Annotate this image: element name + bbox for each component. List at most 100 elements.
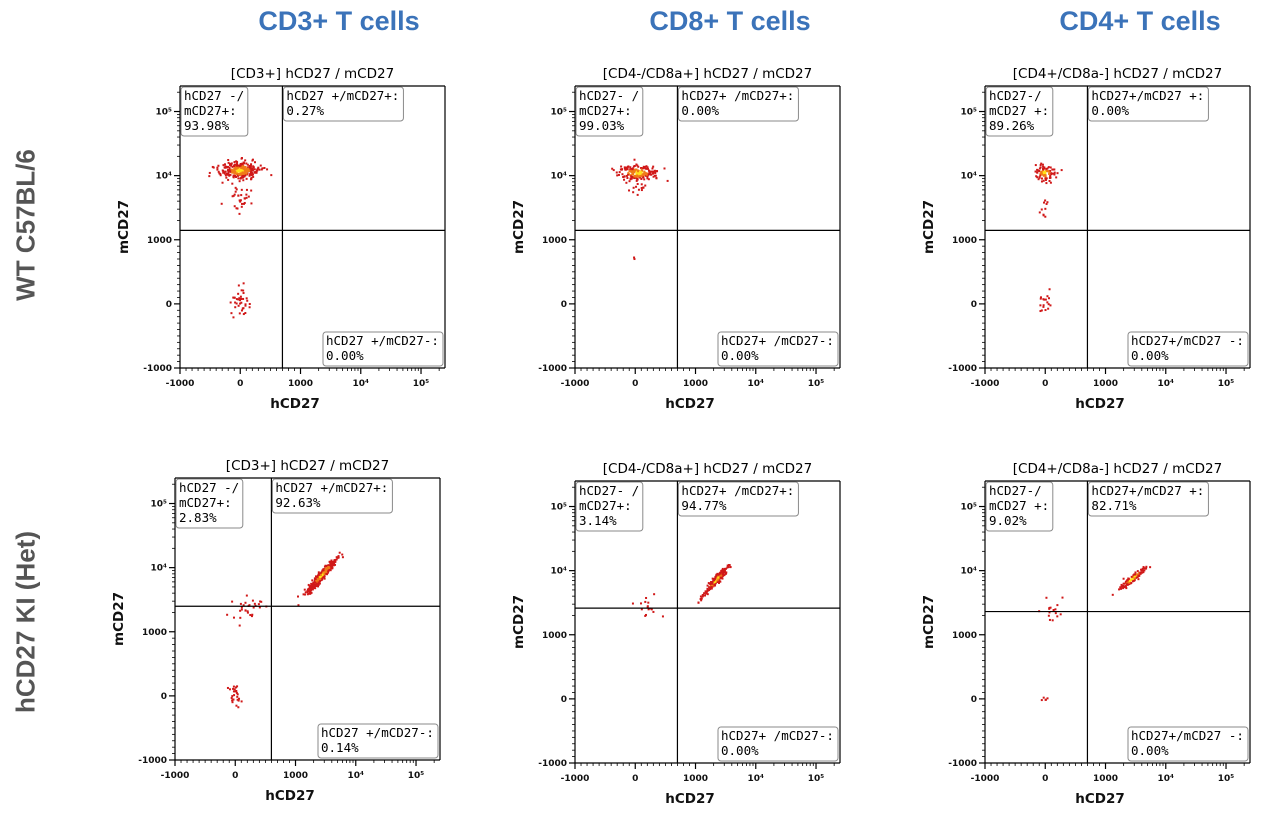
plot-svg: [CD3+] hCD27 / mCD27 -1000 -1000 0 0 1000 1000… — [116, 66, 446, 412]
event-dot — [223, 171, 226, 174]
y-tick-label: 10⁴ — [961, 567, 978, 577]
event-dot — [723, 574, 726, 577]
event-dot — [240, 301, 243, 304]
event-dot — [1044, 215, 1047, 218]
event-dot — [314, 581, 317, 584]
event-dot — [1047, 614, 1050, 617]
event-dot — [237, 298, 240, 301]
event-dot — [316, 582, 319, 585]
event-dot — [241, 163, 244, 166]
event-dot — [232, 174, 235, 177]
quadrant-value: 0.00% — [326, 348, 364, 363]
event-dot — [306, 589, 309, 592]
event-dot — [241, 176, 244, 179]
event-dot — [228, 166, 231, 169]
event-dot — [253, 168, 256, 171]
y-tick-label: 10⁴ — [551, 172, 568, 182]
event-dot — [208, 175, 211, 178]
event-dot — [240, 205, 243, 208]
event-dot — [331, 566, 334, 569]
event-dot — [1040, 699, 1043, 702]
y-tick-label: 0 — [166, 300, 172, 310]
event-dot — [235, 302, 238, 305]
event-dot — [1061, 596, 1064, 599]
event-dot — [721, 567, 724, 570]
event-dot — [1044, 309, 1047, 312]
event-dot — [729, 566, 732, 569]
event-dot — [245, 196, 248, 199]
event-dot — [704, 594, 707, 597]
events — [208, 157, 273, 319]
event-dot — [1043, 166, 1046, 169]
quadrant-box — [677, 86, 799, 122]
event-dot — [338, 551, 341, 554]
y-tick-label: -1000 — [538, 364, 567, 374]
event-dot — [1143, 567, 1146, 570]
event-dot — [1054, 612, 1057, 615]
x-tick-label: -1000 — [971, 379, 1000, 389]
event-dot — [635, 171, 638, 174]
event-dot — [233, 296, 236, 299]
event-dot — [316, 577, 319, 580]
quadrant-label: hCD27 -/ — [184, 88, 244, 103]
event-dot — [710, 587, 713, 590]
event-dot — [1127, 578, 1130, 581]
event-dot — [637, 188, 640, 191]
quadrant-label: hCD27 +/mCD27+: — [275, 480, 388, 495]
event-dot — [644, 174, 647, 177]
event-dot — [240, 297, 243, 300]
event-dot — [625, 181, 628, 184]
quadrant-upper-right: hCD27+ /mCD27+:94.77% — [677, 481, 799, 517]
quadrant-upper-right: hCD27+/mCD27 +:0.00% — [1087, 86, 1209, 122]
event-dot — [249, 171, 252, 174]
event-dot — [308, 591, 311, 594]
event-dot — [250, 615, 253, 618]
event-dot — [1045, 182, 1048, 185]
event-dot — [253, 171, 256, 174]
event-dot — [243, 170, 246, 173]
event-dot — [235, 164, 238, 167]
event-dot — [1051, 172, 1054, 175]
event-dot — [238, 199, 241, 202]
event-dot — [235, 691, 238, 694]
event-dot — [242, 171, 245, 174]
event-dot — [297, 604, 300, 607]
event-dot — [1044, 170, 1047, 173]
event-dot — [235, 166, 238, 169]
event-dot — [232, 175, 235, 178]
event-dot — [233, 688, 236, 691]
event-dot — [621, 173, 624, 176]
event-dot — [721, 569, 724, 572]
event-dot — [241, 175, 244, 178]
event-dot — [1044, 177, 1047, 180]
y-tick-label: 0 — [161, 692, 167, 702]
event-dot — [243, 197, 246, 200]
event-dot — [1053, 173, 1056, 176]
event-dot — [716, 572, 719, 575]
event-dot — [227, 161, 230, 164]
event-dot — [1034, 164, 1037, 167]
event-dot — [666, 179, 669, 182]
event-dot — [630, 168, 633, 171]
y-tick-label: 10⁵ — [551, 503, 568, 513]
event-dot — [1141, 571, 1144, 574]
event-dot — [318, 582, 321, 585]
event-dot — [270, 174, 273, 177]
event-dot — [303, 593, 306, 596]
event-dot — [1046, 201, 1049, 204]
event-dot — [1132, 575, 1135, 578]
event-dot — [323, 568, 326, 571]
event-dot — [615, 171, 618, 174]
event-dot — [1040, 180, 1043, 183]
event-dot — [238, 173, 241, 176]
col-title-cd4: CD4+ T cells — [1059, 6, 1221, 36]
x-tick-label: 0 — [1042, 774, 1048, 784]
event-dot — [245, 193, 248, 196]
event-dot — [719, 571, 722, 574]
event-dot — [217, 164, 220, 167]
event-dot — [629, 174, 632, 177]
x-tick-label: 10⁵ — [413, 379, 430, 389]
event-dot — [724, 572, 727, 575]
event-dot — [646, 177, 649, 180]
event-dot — [701, 594, 704, 597]
